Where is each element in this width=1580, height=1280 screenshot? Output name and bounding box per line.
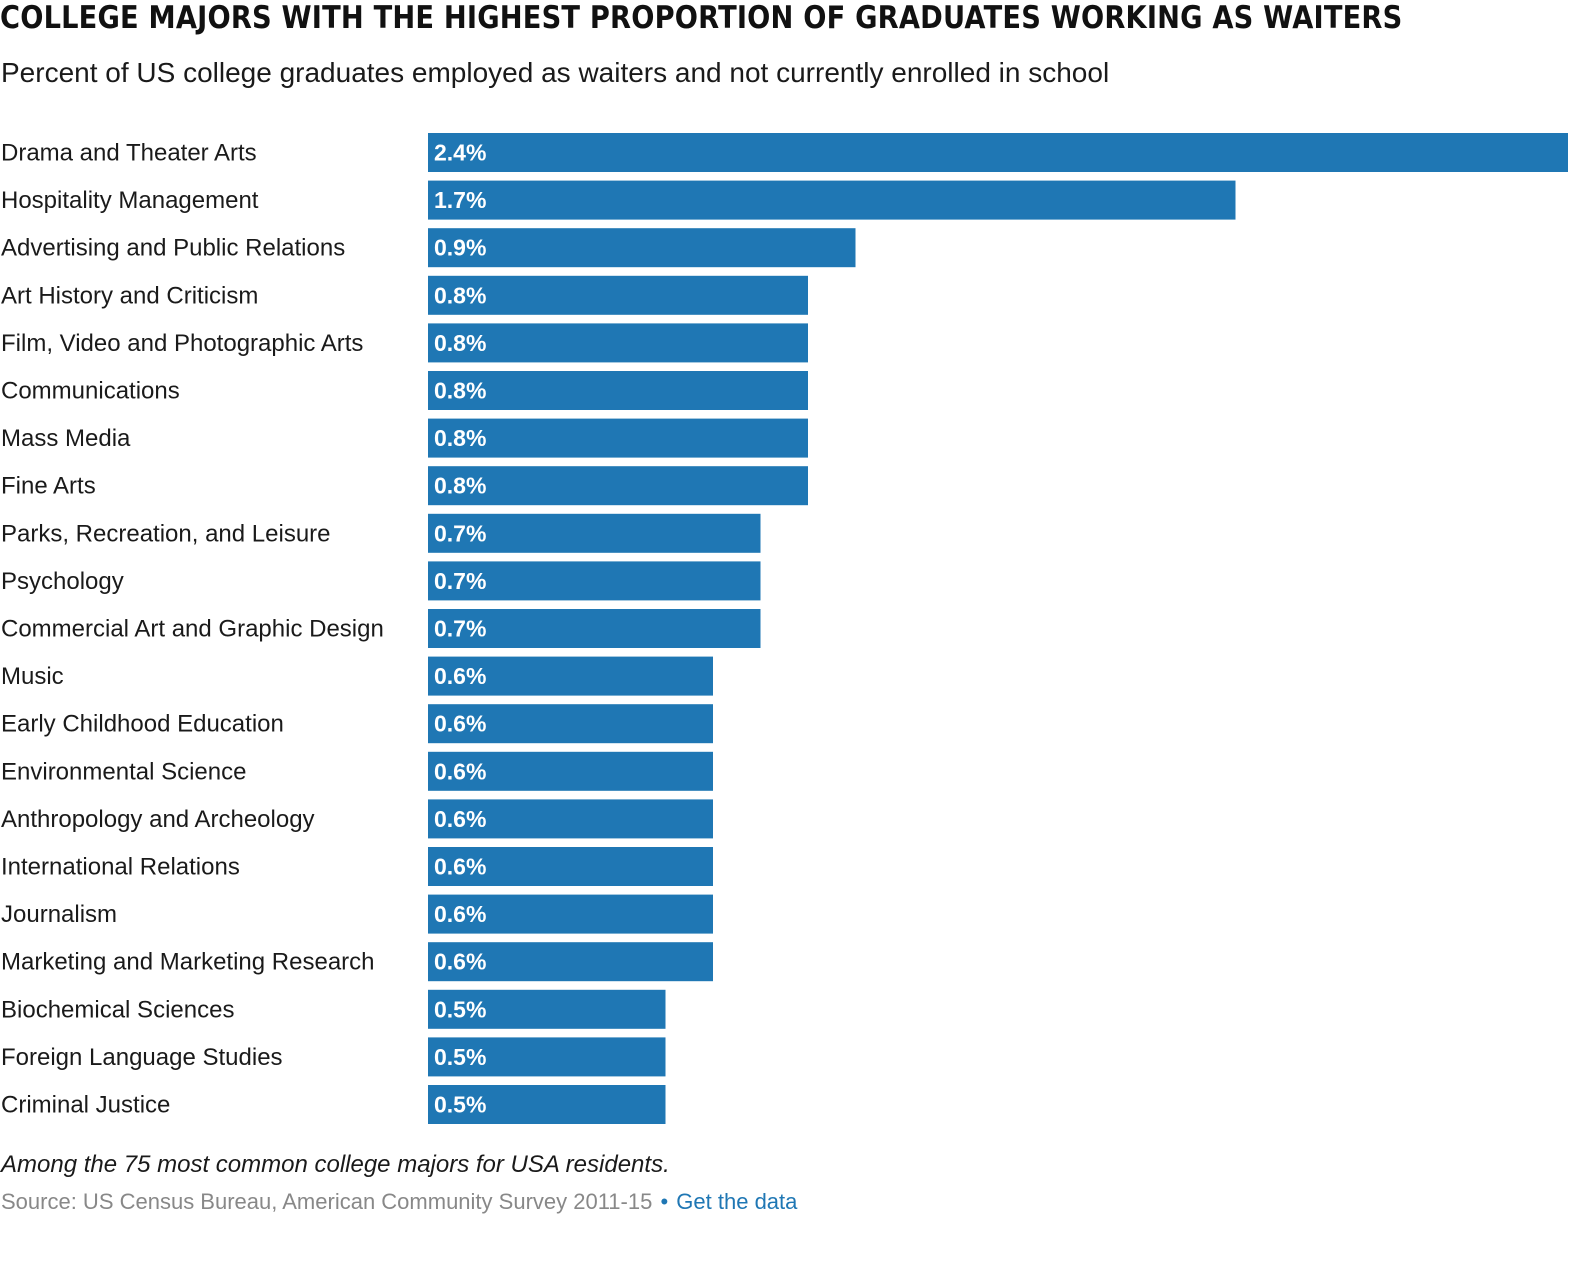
category-label: Foreign Language Studies	[1, 1044, 283, 1071]
category-label: Drama and Theater Arts	[1, 140, 257, 167]
category-label: Parks, Recreation, and Leisure	[1, 520, 331, 547]
value-label: 1.7%	[434, 187, 486, 213]
bar	[428, 466, 808, 506]
bar	[428, 513, 761, 553]
category-label: Advertising and Public Relations	[1, 235, 345, 262]
value-label: 0.8%	[434, 330, 486, 356]
category-label: International Relations	[1, 854, 240, 881]
category-label: Psychology	[1, 568, 124, 595]
bar	[428, 942, 713, 982]
bar-chart: Drama and Theater Arts 2.4% Hospitality Ma…	[1, 133, 1568, 1124]
chart-subtitle: Percent of US college graduates employed…	[1, 57, 1110, 88]
value-label: 0.7%	[434, 520, 486, 546]
bar	[428, 1037, 666, 1077]
category-label: Environmental Science	[1, 758, 246, 785]
value-label: 0.7%	[434, 616, 486, 642]
bar	[428, 989, 666, 1029]
value-label: 0.9%	[434, 235, 486, 261]
value-label: 0.6%	[434, 901, 486, 927]
value-label: 0.6%	[434, 806, 486, 832]
category-label: Communications	[1, 378, 180, 405]
category-label: Early Childhood Education	[1, 711, 284, 738]
value-label: 0.5%	[434, 1044, 486, 1070]
chart-note: Among the 75 most common college majors …	[1, 1151, 670, 1178]
category-label: Mass Media	[1, 425, 131, 452]
value-label: 0.6%	[434, 949, 486, 975]
value-label: 0.5%	[434, 996, 486, 1022]
category-label: Film, Video and Photographic Arts	[1, 330, 363, 357]
category-label: Art History and Criticism	[1, 282, 258, 309]
value-label: 0.6%	[434, 663, 486, 689]
bar	[428, 561, 761, 601]
bar	[428, 704, 713, 744]
category-label: Music	[1, 663, 64, 690]
bar	[428, 609, 761, 648]
bar	[428, 133, 1568, 172]
value-label: 2.4%	[434, 140, 486, 166]
source-separator: •	[660, 1189, 669, 1214]
bar	[428, 371, 808, 410]
bar	[428, 847, 713, 886]
value-label: 0.6%	[434, 854, 486, 880]
category-label: Journalism	[1, 901, 117, 928]
value-label: 0.5%	[434, 1092, 486, 1118]
value-label: 0.8%	[434, 282, 486, 308]
category-label: Biochemical Sciences	[1, 996, 234, 1023]
value-label: 0.8%	[434, 425, 486, 451]
category-label: Marketing and Marketing Research	[1, 949, 375, 976]
chart-title: COLLEGE MAJORS WITH THE HIGHEST PROPORTI…	[0, 0, 1403, 36]
bar	[428, 656, 713, 696]
bar	[428, 323, 808, 363]
bar	[428, 799, 713, 839]
source-text: Source: US Census Bureau, American Commu…	[1, 1189, 653, 1214]
category-label: Hospitality Management	[1, 187, 259, 214]
value-label: 0.6%	[434, 758, 486, 784]
category-label: Fine Arts	[1, 473, 96, 500]
bar	[428, 418, 808, 458]
bar	[428, 180, 1236, 220]
bar	[428, 228, 856, 268]
value-label: 0.6%	[434, 711, 486, 737]
category-label: Commercial Art and Graphic Design	[1, 616, 384, 643]
get-data-link[interactable]: Get the data	[676, 1189, 798, 1214]
value-label: 0.8%	[434, 473, 486, 499]
value-label: 0.7%	[434, 568, 486, 594]
category-label: Criminal Justice	[1, 1092, 170, 1119]
category-label: Anthropology and Archeology	[1, 806, 315, 833]
value-label: 0.8%	[434, 378, 486, 404]
bar	[428, 1085, 666, 1124]
chart-source: Source: US Census Bureau, American Commu…	[1, 1188, 797, 1216]
bar	[428, 275, 808, 315]
bar	[428, 751, 713, 791]
bar	[428, 894, 713, 934]
